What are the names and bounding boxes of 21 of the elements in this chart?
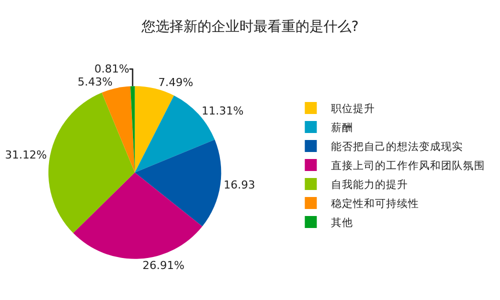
legend-label: 其他 xyxy=(330,216,353,230)
pie-slice xyxy=(102,86,135,172)
data-label: 31.12% xyxy=(4,148,47,162)
pie-slice xyxy=(73,172,202,259)
legend-label: 直接上司的工作作风和团队氛围 xyxy=(330,159,485,172)
legend-label: 稳定性和可持续性 xyxy=(330,197,419,210)
data-label: 11.31% xyxy=(202,104,244,118)
legend-label: 薪酬 xyxy=(330,121,353,134)
legend-label: 自我能力的提升 xyxy=(330,178,408,192)
pie-slice xyxy=(134,140,222,226)
legend-label: 职位提升 xyxy=(330,102,375,116)
pie-slice xyxy=(130,86,135,172)
data-label: 16.93 xyxy=(224,178,256,192)
data-label: 0.81% xyxy=(94,62,130,76)
legend-label: 能否把自己的想法变成现实 xyxy=(330,140,463,154)
pie-slice xyxy=(134,86,174,172)
pie-slice xyxy=(48,92,135,234)
data-label: 5.43% xyxy=(78,76,113,89)
chart-title: 您选择新的企业时最看重的是什么? xyxy=(140,18,359,35)
data-label: 7.49% xyxy=(158,76,194,89)
data-label: 26.91% xyxy=(142,258,184,272)
